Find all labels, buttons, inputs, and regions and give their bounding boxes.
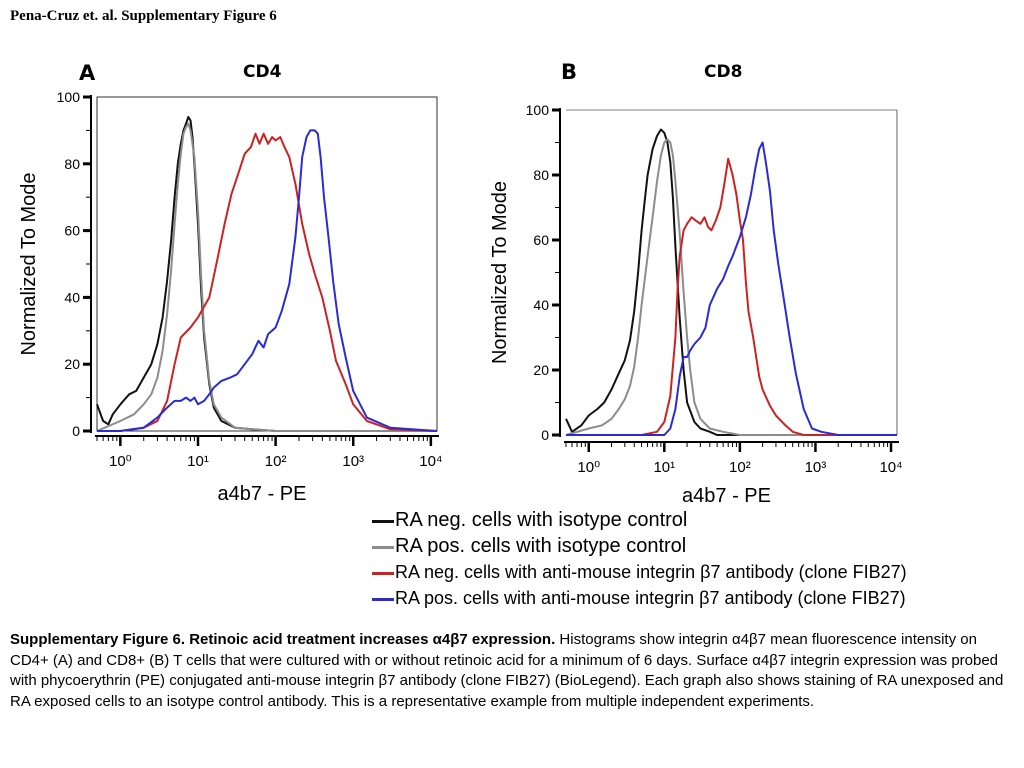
x-axis-label: a4b7 - PE bbox=[682, 485, 771, 507]
legend-label: RA pos. cells with isotype control bbox=[395, 535, 687, 557]
x-tick-label: 10² bbox=[265, 453, 287, 470]
series-line-gray bbox=[96, 122, 437, 432]
series-line-red bbox=[97, 132, 438, 432]
series-line-gray bbox=[565, 138, 897, 436]
y-tick-label: 0 bbox=[541, 427, 549, 443]
caption-body: Histograms show integrin α4β7 mean fluor… bbox=[10, 631, 1004, 710]
panel-label-a: A bbox=[79, 61, 96, 85]
panel-label-b: B bbox=[561, 60, 578, 84]
x-tick-label: 10¹ bbox=[653, 459, 675, 476]
legend-swatch-red bbox=[372, 572, 394, 575]
y-tick-label: 60 bbox=[533, 232, 549, 248]
y-tick-label: 100 bbox=[57, 89, 81, 105]
legend-label: RA neg. cells with anti-mouse integrin β… bbox=[395, 562, 907, 582]
series-line-black bbox=[565, 128, 897, 436]
y-tick-label: 80 bbox=[533, 167, 549, 183]
y-tick-label: 60 bbox=[64, 223, 80, 239]
panel-title-cd8: CD8 bbox=[704, 62, 743, 82]
x-tick-label: 10⁴ bbox=[879, 459, 902, 476]
figure-caption: Supplementary Figure 6. Retinoic acid tr… bbox=[10, 630, 1010, 712]
legend-label: RA pos. cells with anti-mouse integrin β… bbox=[395, 588, 906, 608]
legend-item-ra-pos-isotype: RA pos. cells with isotype control bbox=[372, 534, 992, 560]
series-line-red bbox=[566, 157, 897, 436]
y-tick-label: 80 bbox=[64, 156, 80, 172]
cd4-histogram: 0 20 40 60 80 100 10⁰ 10¹ 10² 10³ 10⁴ Normalized To… bbox=[18, 89, 442, 505]
legend-item-ra-pos-antibody: RA pos. cells with anti-mouse integrin β… bbox=[372, 586, 992, 612]
figure-header: Pena-Cruz et. al. Supplementary Figure 6 bbox=[10, 8, 277, 24]
y-tick-label: 40 bbox=[533, 297, 549, 313]
legend-swatch-blue bbox=[372, 598, 394, 601]
y-tick-label: 100 bbox=[526, 102, 550, 118]
legend-swatch-black bbox=[372, 520, 394, 523]
x-tick-label: 10⁰ bbox=[577, 459, 600, 476]
y-axis-label: Normalized To Mode bbox=[18, 172, 40, 355]
x-tick-label: 10⁴ bbox=[419, 453, 442, 470]
legend: RA neg. cells with isotype control RA po… bbox=[372, 508, 992, 612]
panel-title-cd4: CD4 bbox=[243, 62, 282, 82]
y-tick-label: 20 bbox=[64, 356, 80, 372]
legend-label: RA neg. cells with isotype control bbox=[395, 509, 688, 531]
x-tick-label: 10² bbox=[729, 459, 751, 476]
caption-title: Supplementary Figure 6. Retinoic acid tr… bbox=[10, 631, 556, 648]
legend-swatch-gray bbox=[372, 546, 394, 549]
x-tick-label: 10³ bbox=[805, 459, 827, 476]
cd8-histogram: 0 20 40 60 80 100 10⁰ 10¹ 10² 10³ 10⁴ Normalized To… bbox=[489, 102, 903, 507]
x-tick-label: 10³ bbox=[342, 453, 364, 470]
series-line-black bbox=[96, 116, 437, 432]
legend-item-ra-neg-isotype: RA neg. cells with isotype control bbox=[372, 508, 992, 534]
series-line-blue bbox=[566, 141, 897, 436]
x-tick-label: 10⁰ bbox=[109, 453, 132, 470]
x-tick-label: 10¹ bbox=[187, 453, 209, 470]
series-line-blue bbox=[97, 129, 438, 432]
y-axis-label: Normalized To Mode bbox=[489, 181, 511, 364]
x-axis-label: a4b7 - PE bbox=[218, 483, 307, 505]
y-tick-label: 40 bbox=[64, 289, 80, 305]
y-tick-label: 20 bbox=[533, 362, 549, 378]
legend-item-ra-neg-antibody: RA neg. cells with anti-mouse integrin β… bbox=[372, 560, 992, 586]
y-tick-label: 0 bbox=[72, 423, 80, 439]
plot-frame bbox=[96, 96, 438, 432]
